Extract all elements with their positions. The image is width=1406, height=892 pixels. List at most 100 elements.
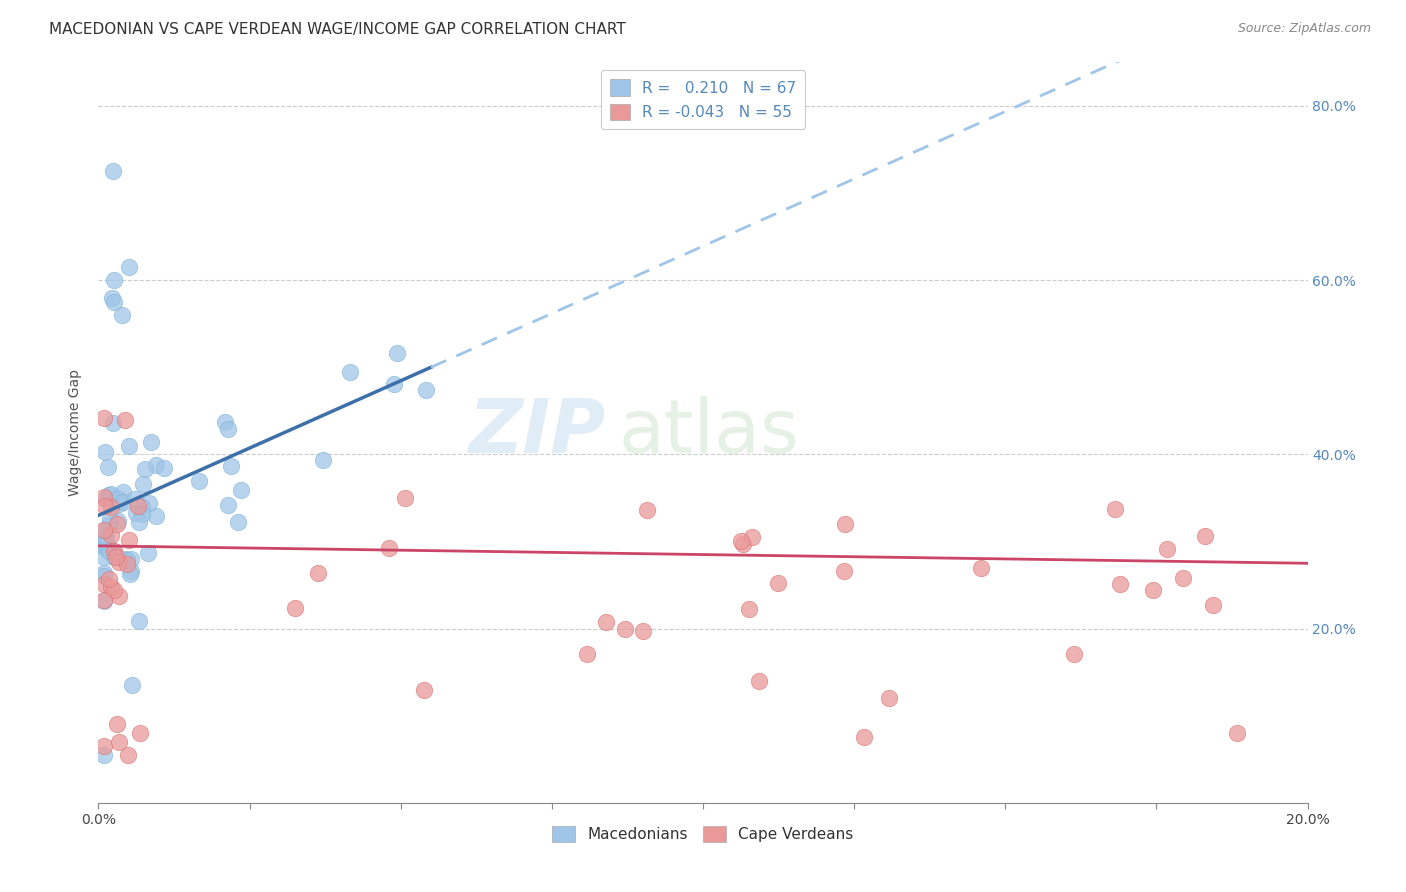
Point [339, 365, 361, 379]
Point [575, 647, 598, 661]
Point [413, 682, 436, 697]
Point [94, 537, 117, 551]
Point [879, 691, 901, 706]
Point [1109, 577, 1132, 591]
Point [1104, 501, 1126, 516]
Text: ZIP: ZIP [470, 396, 606, 469]
Point [152, 460, 174, 475]
Point [120, 564, 142, 578]
Point [104, 550, 127, 565]
Text: MACEDONIAN VS CAPE VERDEAN WAGE/INCOME GAP CORRELATION CHART: MACEDONIAN VS CAPE VERDEAN WAGE/INCOME G… [49, 22, 626, 37]
Point [101, 542, 124, 557]
Point [134, 462, 156, 476]
Point [103, 543, 125, 558]
Point [98, 512, 121, 526]
Point [98, 488, 121, 502]
Point [101, 416, 124, 430]
Point [94, 499, 117, 513]
Point [93, 524, 115, 538]
Point [93, 566, 115, 580]
Point [94, 445, 117, 459]
Point [387, 345, 409, 359]
Point [219, 458, 242, 473]
Point [1156, 541, 1178, 556]
Point [124, 492, 146, 507]
Point [105, 717, 128, 731]
Point [93, 540, 115, 554]
Point [103, 295, 125, 310]
Point [188, 474, 211, 488]
Point [394, 491, 416, 506]
Point [741, 530, 763, 544]
Point [100, 291, 122, 305]
Point [93, 577, 115, 591]
Point [103, 549, 125, 564]
Point [748, 673, 770, 688]
Point [229, 483, 252, 497]
Point [93, 739, 115, 754]
Point [94, 491, 117, 506]
Point [105, 517, 128, 532]
Point [120, 552, 142, 566]
Point [93, 523, 115, 537]
Point [131, 507, 153, 521]
Point [312, 452, 335, 467]
Point [731, 537, 754, 551]
Point [100, 528, 122, 542]
Point [852, 731, 875, 745]
Point [834, 516, 856, 531]
Point [114, 551, 136, 566]
Point [111, 485, 134, 500]
Point [217, 422, 239, 436]
Point [111, 308, 134, 322]
Point [214, 415, 236, 429]
Point [595, 615, 617, 629]
Point [93, 490, 115, 504]
Point [100, 500, 122, 514]
Point [107, 555, 129, 569]
Point [636, 503, 658, 517]
Point [93, 549, 115, 564]
Point [129, 726, 152, 740]
Point [108, 497, 131, 511]
Point [114, 412, 136, 426]
Point [100, 580, 122, 594]
Point [138, 496, 160, 510]
Point [307, 566, 329, 581]
Point [93, 747, 115, 762]
Point [93, 537, 115, 551]
Point [111, 495, 134, 509]
Text: Source: ZipAtlas.com: Source: ZipAtlas.com [1237, 22, 1371, 36]
Point [98, 517, 121, 532]
Point [145, 458, 167, 473]
Point [117, 747, 139, 762]
Point [121, 678, 143, 692]
Point [118, 260, 141, 274]
Point [1063, 647, 1085, 661]
Point [145, 509, 167, 524]
Point [93, 592, 115, 607]
Point [93, 568, 115, 582]
Point [117, 553, 139, 567]
Point [226, 515, 249, 529]
Point [128, 515, 150, 529]
Point [97, 460, 120, 475]
Point [107, 590, 129, 604]
Point [132, 476, 155, 491]
Point [128, 614, 150, 628]
Point [120, 567, 142, 582]
Point [117, 557, 139, 571]
Point [284, 601, 307, 615]
Point [139, 435, 162, 450]
Point [136, 546, 159, 560]
Point [94, 532, 117, 546]
Point [103, 273, 125, 287]
Point [118, 533, 141, 547]
Point [100, 487, 122, 501]
Point [118, 439, 141, 453]
Point [1142, 582, 1164, 597]
Point [93, 411, 115, 425]
Point [1171, 571, 1194, 585]
Point [131, 500, 153, 514]
Point [217, 498, 239, 512]
